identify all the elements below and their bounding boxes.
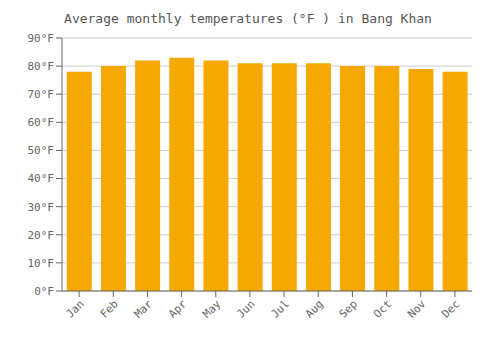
svg-text:20°F: 20°F xyxy=(28,229,55,242)
svg-text:May: May xyxy=(200,297,224,321)
html-text:Average monthly temperatures (: Average monthly temperatures (°F ) in Ba… xyxy=(64,11,432,26)
svg-text:70°F: 70°F xyxy=(28,88,55,101)
svg-text:10°F: 10°F xyxy=(28,257,55,270)
svg-text:40°F: 40°F xyxy=(28,172,55,185)
svg-text:90°F: 90°F xyxy=(28,32,55,45)
svg-text:60°F: 60°F xyxy=(28,116,55,129)
svg-text:Mar: Mar xyxy=(132,297,156,321)
svg-text:80°F: 80°F xyxy=(28,60,55,73)
svg-text:Feb: Feb xyxy=(98,297,121,320)
svg-text:Jul: Jul xyxy=(268,297,291,320)
svg-text:30°F: 30°F xyxy=(28,201,55,214)
svg-text:Jan: Jan xyxy=(63,297,86,320)
svg-text:Sep: Sep xyxy=(337,297,360,320)
svg-text:Jun: Jun xyxy=(234,297,257,320)
svg-text:Dec: Dec xyxy=(439,297,462,320)
svg-text:Oct: Oct xyxy=(371,297,394,320)
svg-text:50°F: 50°F xyxy=(28,144,55,157)
svg-text:Aug: Aug xyxy=(303,297,326,320)
svg-text:Nov: Nov xyxy=(405,297,429,321)
svg-text:Apr: Apr xyxy=(166,297,190,321)
svg-text:0°F: 0°F xyxy=(34,285,54,298)
